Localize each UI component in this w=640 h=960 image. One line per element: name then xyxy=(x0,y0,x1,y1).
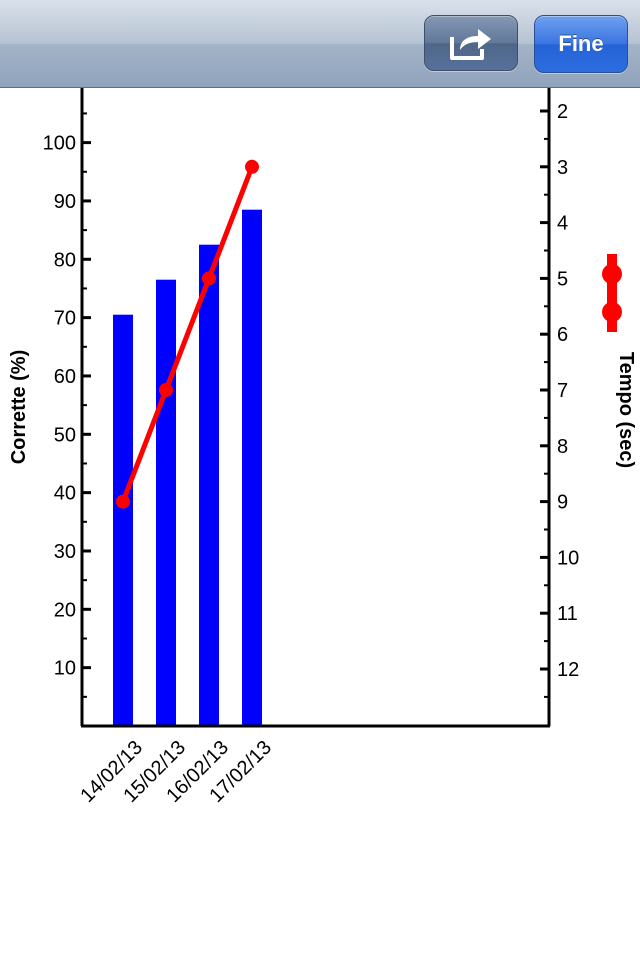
y-tick-label: 40 xyxy=(54,483,76,505)
done-button[interactable]: Fine xyxy=(534,15,628,73)
share-button[interactable] xyxy=(424,15,518,71)
bar xyxy=(113,314,133,726)
y-tick-label: 10 xyxy=(54,658,76,680)
line-point xyxy=(245,159,259,174)
y-tick-label: 70 xyxy=(54,308,76,330)
y-axis-title: Corrette (%) xyxy=(8,350,30,464)
legend-line xyxy=(607,254,617,332)
axes xyxy=(80,88,551,728)
bar xyxy=(242,209,262,726)
y2-tick-label: 11 xyxy=(557,603,578,625)
legend-marker xyxy=(602,264,622,284)
y2-tick-label: 9 xyxy=(557,492,568,514)
line-point xyxy=(202,271,216,286)
y-tick-label: 100 xyxy=(43,133,76,155)
y-tick-label: 80 xyxy=(54,249,76,271)
y2-axis-title: Tempo (sec) xyxy=(615,352,637,468)
legend-marker xyxy=(602,302,622,322)
y-tick-label: 50 xyxy=(54,424,76,446)
share-icon xyxy=(450,29,491,60)
line-point xyxy=(116,494,130,509)
y-tick-label: 60 xyxy=(54,366,76,388)
y2-tick-label: 12 xyxy=(557,659,579,681)
y2-tick-label: 5 xyxy=(557,268,568,290)
chart: 1020304050607080901002345678910111214/02… xyxy=(8,88,637,807)
y2-tick-label: 8 xyxy=(557,436,568,458)
y2-tick-label: 4 xyxy=(557,213,568,235)
y2-tick-label: 7 xyxy=(557,380,568,402)
series-line xyxy=(120,165,255,503)
navigation-bar: Fine xyxy=(0,0,640,88)
line-series xyxy=(116,159,259,509)
legend xyxy=(602,254,622,332)
bar xyxy=(199,244,219,726)
y2-tick-label: 6 xyxy=(557,324,568,346)
y2-tick-label: 10 xyxy=(557,547,579,569)
y-tick-label: 30 xyxy=(54,541,76,563)
bar xyxy=(156,279,176,726)
y-tick-label: 90 xyxy=(54,191,76,213)
y2-tick-label: 3 xyxy=(557,157,568,179)
line-point xyxy=(159,383,173,397)
y2-tick-label: 2 xyxy=(557,101,568,123)
y-tick-label: 20 xyxy=(54,599,76,621)
